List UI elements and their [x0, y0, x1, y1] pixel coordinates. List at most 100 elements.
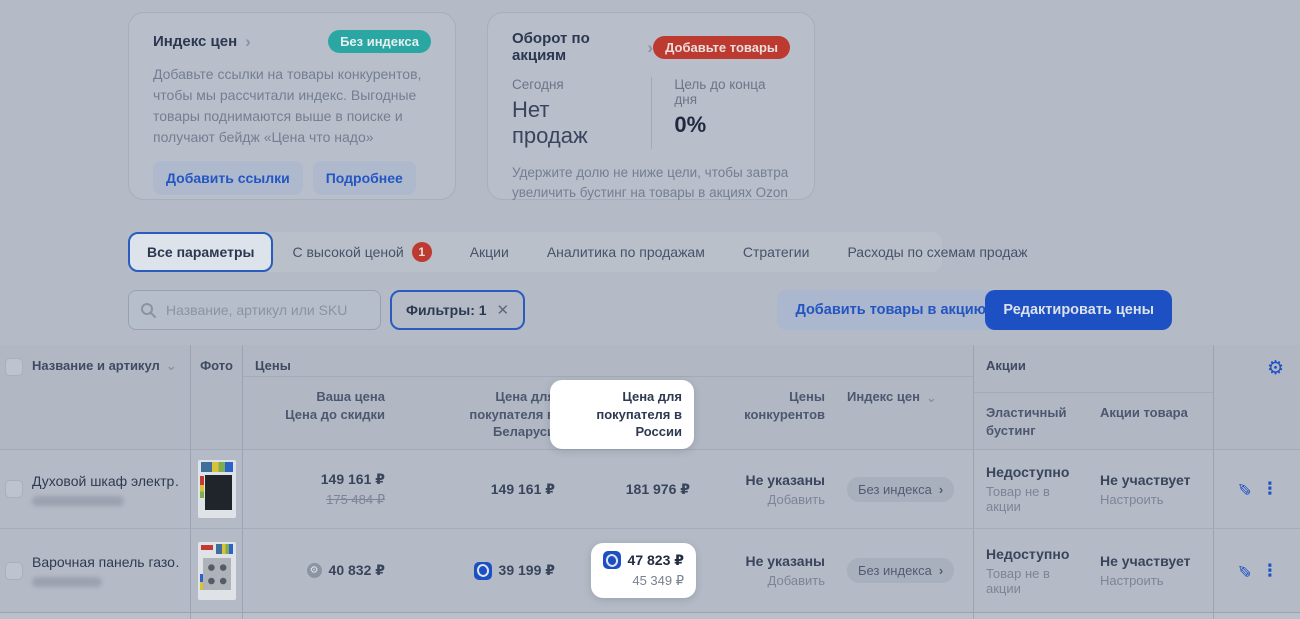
tab-high-price[interactable]: С высокой ценой 1	[273, 232, 450, 272]
more-button[interactable]: Подробнее	[312, 161, 416, 195]
russia-price-secondary: 45 349 ₽	[632, 573, 684, 588]
today-label: Сегодня	[512, 77, 564, 92]
table-row: Духовой шкаф электр… 149 161 ₽ 175 484 ₽…	[0, 450, 1300, 528]
edit-pencil-icon[interactable]: ✎	[1233, 481, 1253, 497]
chevron-down-icon: ⌄	[165, 358, 177, 373]
price-index-badge[interactable]: Без индекса ›	[847, 558, 955, 583]
column-photo: Фото	[190, 345, 243, 449]
russia-price: 47 823 ₽	[627, 551, 684, 568]
chevron-right-icon: ›	[647, 37, 654, 57]
column-your-price: Ваша цена Цена до скидки	[285, 389, 385, 422]
boosting-note: Товар не в акции	[986, 484, 1050, 514]
promo-status: Не участвует	[1100, 471, 1191, 488]
goal-value: 0%	[674, 112, 707, 137]
promo-turnover-title: Оборот по акциям	[512, 30, 590, 64]
row-checkbox[interactable]	[5, 480, 23, 498]
chevron-right-icon: ›	[938, 481, 944, 497]
product-photo	[197, 460, 236, 518]
column-price-index[interactable]: Индекс цен ⌄	[847, 389, 937, 405]
promo-turnover-card-link[interactable]: Оборот по акциям ›	[512, 30, 653, 64]
promo-configure-link[interactable]: Настроить	[1100, 573, 1164, 588]
search-box	[128, 290, 381, 330]
add-competitor-link[interactable]: Добавить	[767, 573, 825, 588]
prices-group-label: Цены	[255, 358, 291, 373]
competitor-prices-value: Не указаны	[745, 471, 825, 488]
promo-configure-link[interactable]: Настроить	[1100, 491, 1164, 507]
today-stat: Сегодня Нет продаж	[512, 77, 651, 149]
add-links-button[interactable]: Добавить ссылки	[153, 161, 303, 195]
russia-price: 181 976 ₽	[625, 480, 690, 497]
search-icon	[141, 303, 156, 318]
russia-price-spotlight: 47 823 ₽ 45 349 ₽	[590, 543, 696, 598]
high-price-count-badge: 1	[411, 242, 432, 262]
product-article-blurred	[32, 577, 102, 587]
competitor-prices-value: Не указаны	[745, 553, 825, 569]
promo-turnover-hint: Удержите долю не ниже цели, чтобы завтра…	[512, 165, 789, 201]
price-index-card-link[interactable]: Индекс цен ›	[153, 33, 251, 50]
tab-promos[interactable]: Акции	[469, 244, 509, 260]
price-index-card: Индекс цен › Без индекса Добавьте ссылки…	[128, 12, 456, 200]
promo-turnover-card: Оборот по акциям › Добавьте товары Сегод…	[487, 12, 815, 200]
chevron-right-icon: ›	[938, 563, 944, 578]
product-name[interactable]: Варочная панель газо…	[32, 554, 180, 570]
table-header: Название и артикул ⌄ Фото Цены Ваша цена…	[0, 345, 1300, 450]
products-table: Название и артикул ⌄ Фото Цены Ваша цена…	[0, 345, 1300, 619]
column-elastic-boosting: Эластичный бустинг	[973, 393, 1088, 449]
table-settings-cell: ⚙	[1213, 345, 1300, 449]
boosting-status: Недоступно	[986, 545, 1070, 562]
auto-pricing-icon: ⚙	[306, 563, 322, 578]
header-checkbox-cell	[0, 345, 30, 449]
column-name[interactable]: Название и артикул ⌄	[32, 358, 177, 373]
chevron-right-icon: ›	[245, 32, 251, 51]
pre-discount-price: 175 484 ₽	[326, 491, 385, 507]
add-competitor-link[interactable]: Добавить	[767, 491, 825, 507]
your-price: 149 161 ₽	[320, 470, 385, 487]
column-buyer-price-belarus: Цена для покупателя в Беларуси	[469, 389, 555, 440]
promos-group: Акции Эластичный бустинг Акции товара	[973, 345, 1213, 449]
price-index-badge[interactable]: Без индекса ›	[847, 476, 955, 502]
belarus-price: 39 199 ₽	[498, 562, 555, 578]
edit-prices-button[interactable]: Редактировать цены	[985, 290, 1172, 330]
prices-group: Цены Ваша цена Цена до скидки Цена для п…	[243, 345, 973, 449]
no-index-badge: Без индекса	[328, 30, 431, 53]
ozon-card-icon	[473, 561, 492, 580]
goal-stat: Цель до конца дня 0%	[651, 77, 790, 149]
select-all-checkbox[interactable]	[5, 358, 23, 376]
gear-icon[interactable]: ⚙	[1266, 358, 1284, 379]
product-name[interactable]: Духовой шкаф электр…	[32, 472, 180, 489]
goal-label: Цель до конца дня	[674, 77, 766, 107]
search-input[interactable]	[164, 301, 369, 319]
column-buyer-price-russia: Цена для покупателя в России	[550, 377, 700, 449]
boosting-note: Товар не в акции	[986, 565, 1050, 596]
tab-strategies[interactable]: Стратегии	[742, 244, 810, 260]
promo-status: Не участвует	[1100, 553, 1191, 569]
price-index-description: Добавьте ссылки на товары конкурентов, ч…	[153, 66, 422, 145]
add-products-badge[interactable]: Добавьте товары	[653, 35, 790, 59]
russia-column-spotlight: Цена для покупателя в России	[550, 380, 694, 449]
row-checkbox[interactable]	[5, 561, 23, 580]
kebab-menu-icon[interactable]: ⋮	[1261, 479, 1279, 498]
chevron-down-icon: ⌄	[925, 389, 937, 405]
tab-sales-analytics[interactable]: Аналитика по продажам	[546, 244, 705, 260]
column-product-promos: Акции товара	[1100, 405, 1188, 420]
belarus-price: 149 161 ₽	[490, 480, 555, 497]
column-competitor-prices: Цены конкурентов	[744, 389, 825, 422]
filters-chip[interactable]: Фильтры: 1 ✕	[390, 290, 526, 330]
summary-cards: Индекс цен › Без индекса Добавьте ссылки…	[128, 12, 815, 200]
close-icon[interactable]: ✕	[496, 302, 510, 319]
filters-chip-label: Фильтры: 1	[406, 302, 487, 318]
edit-pencil-icon[interactable]: ✎	[1233, 563, 1253, 578]
your-price: 40 832 ₽	[328, 562, 385, 578]
tab-scheme-expenses[interactable]: Расходы по схемам продаж	[847, 244, 1028, 260]
section-tabs: Все параметры С высокой ценой 1 Акции Ан…	[128, 232, 1028, 272]
product-article-blurred	[32, 495, 124, 506]
table-row: Варочная панель газо… ⚙ 40 832 ₽ 39 199 …	[0, 528, 1300, 612]
price-index-title: Индекс цен	[153, 33, 238, 50]
boosting-status: Недоступно	[986, 464, 1070, 480]
today-value: Нет продаж	[512, 97, 588, 148]
add-to-promo-button[interactable]: Добавить товары в акцию	[777, 290, 1004, 330]
kebab-menu-icon[interactable]: ⋮	[1261, 560, 1279, 580]
tab-all-parameters[interactable]: Все параметры	[128, 232, 274, 272]
product-photo	[197, 541, 236, 600]
